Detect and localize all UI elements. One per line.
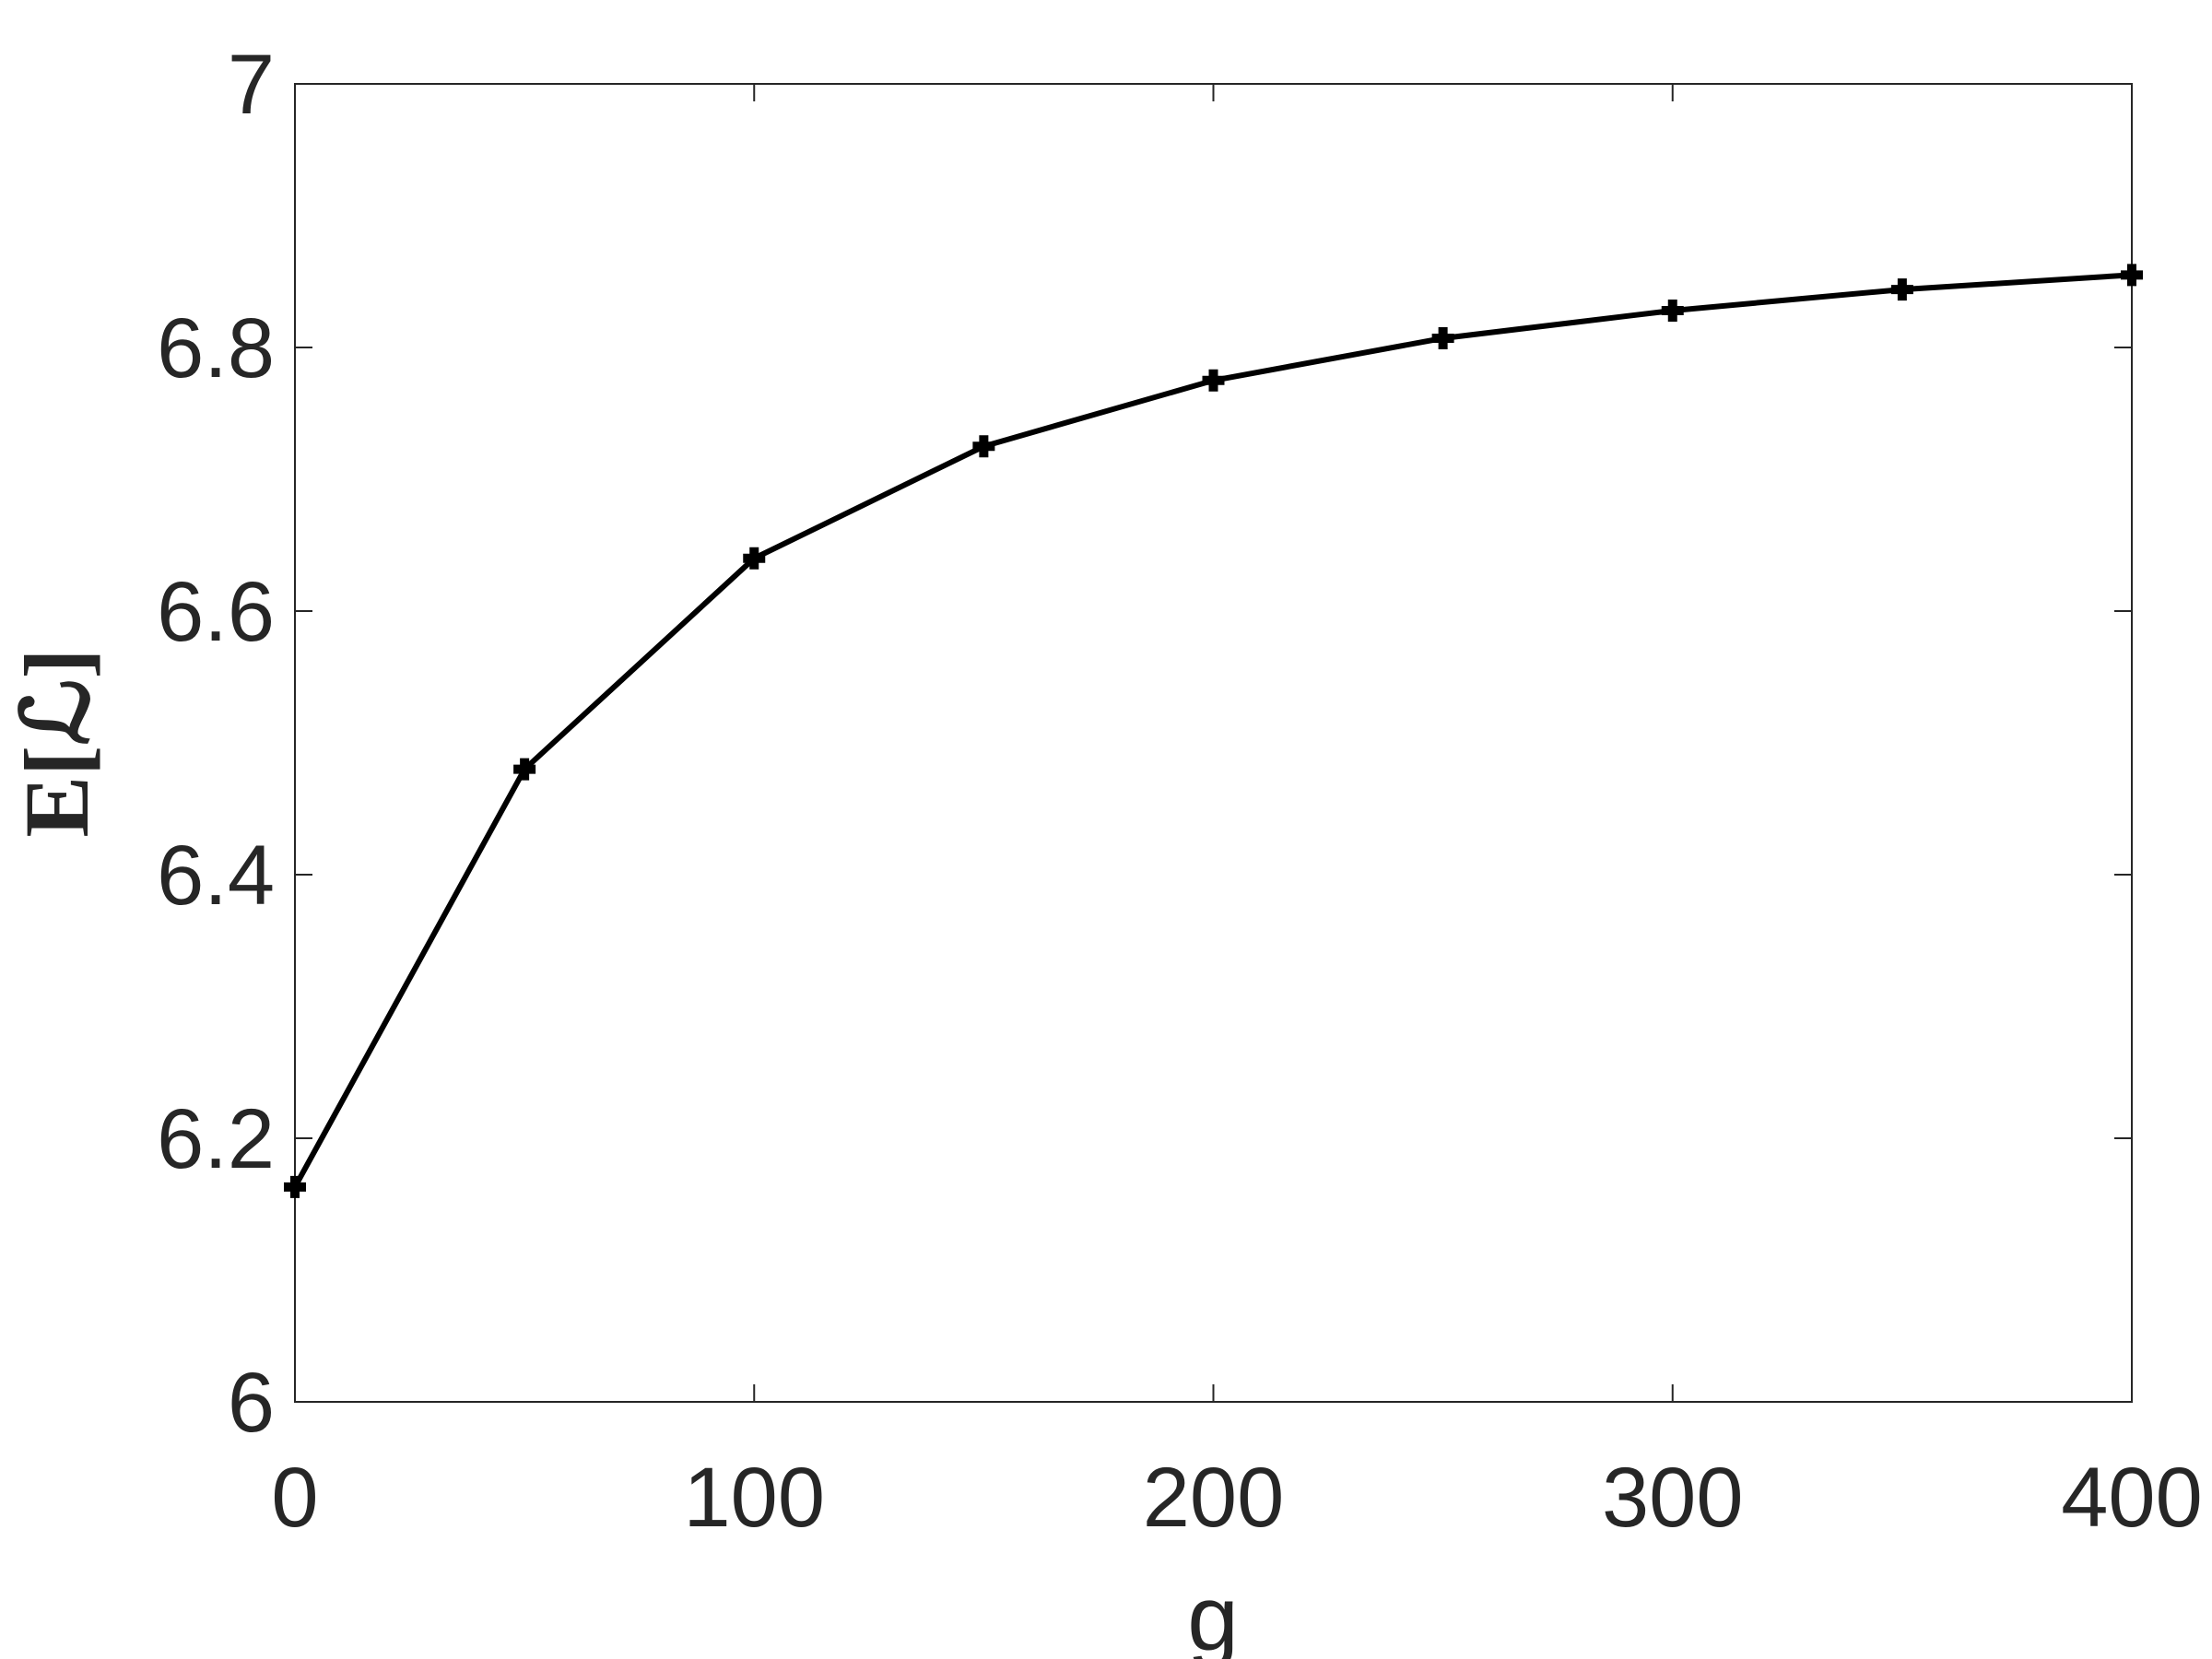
x-tick-label: 300: [1602, 1451, 1744, 1545]
data-marker: [2121, 264, 2143, 287]
data-marker: [1661, 299, 1684, 322]
y-tick-label: 6: [228, 1356, 275, 1450]
x-tick-label: 100: [684, 1451, 826, 1545]
y-tick-label: 6.8: [157, 301, 275, 395]
data-marker: [743, 547, 766, 570]
y-tick-label: 6.4: [157, 829, 275, 923]
data-marker: [1431, 326, 1454, 349]
y-axis-label: E[ℒ]: [6, 648, 108, 837]
plot-frame: [294, 83, 2133, 1403]
data-marker: [513, 758, 536, 781]
x-tick-label: 200: [1143, 1451, 1285, 1545]
data-marker: [1202, 369, 1225, 392]
data-marker: [1890, 278, 1913, 301]
y-tick-label: 7: [228, 38, 275, 132]
y-tick-label: 6.2: [157, 1092, 275, 1186]
x-tick-label: 400: [2061, 1451, 2203, 1545]
data-marker: [972, 435, 995, 458]
x-axis-label: g: [1187, 1567, 1239, 1659]
y-tick-label: 6.6: [157, 565, 275, 659]
x-tick-label: 0: [271, 1451, 318, 1545]
data-marker: [284, 1175, 306, 1198]
